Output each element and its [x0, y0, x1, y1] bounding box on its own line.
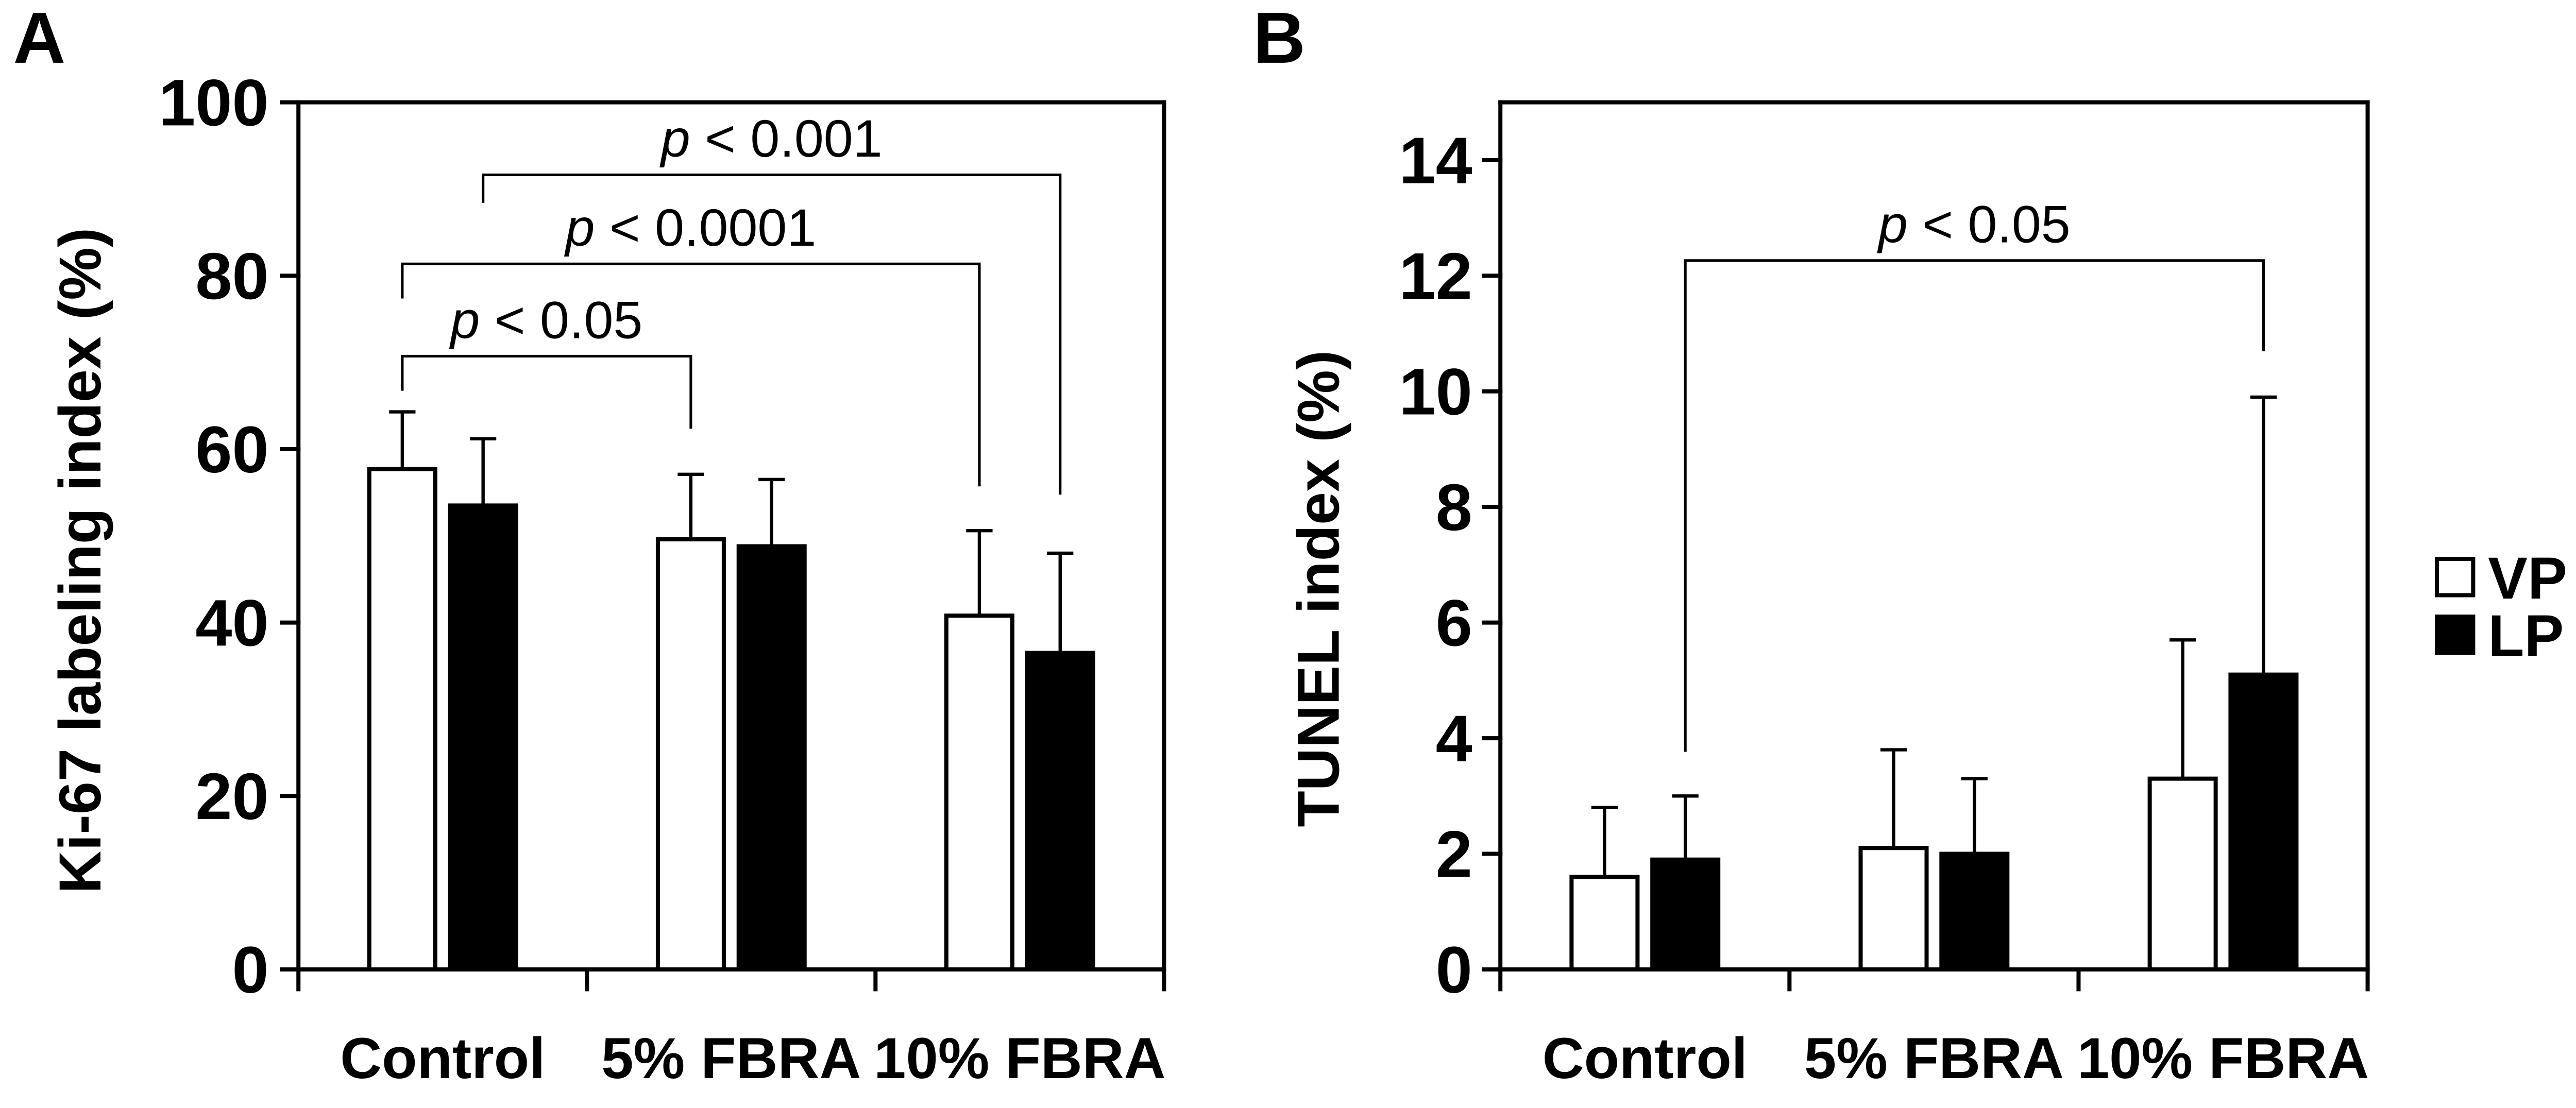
panel-a-y-tick-label: 100 — [159, 66, 269, 140]
significance-label-symbol: p — [564, 198, 595, 257]
panel-a-y-tick-label: 60 — [195, 413, 268, 487]
panel-b-category-label-5-fbra: 5% FBRA — [1804, 1026, 2064, 1090]
panel-b-y-axis-label: TUNEL index (%) — [1286, 350, 1352, 827]
panel-b-bar-10-fbra-lp — [2228, 672, 2299, 971]
panel-a-bar-10-fbra-lp — [1025, 651, 1095, 971]
panel-a-significance-bracket — [401, 262, 981, 487]
panel-a-y-tick-label: 40 — [195, 586, 268, 660]
panel-a-category-label-control: Control — [340, 1026, 545, 1090]
panel-a-bar-10-fbra-vp — [944, 613, 1014, 971]
panel-a-bar-5-fbra-vp — [655, 537, 726, 971]
panel-a-bar-control-vp — [367, 467, 437, 971]
panel-a-category-label-10-fbra: 10% FBRA — [874, 1026, 1165, 1090]
panel-a-significance-label: p < 0.0001 — [564, 198, 816, 257]
significance-label-symbol: p — [659, 109, 690, 168]
panel-a-y-tick-label: 0 — [232, 933, 268, 1007]
legend-label-vp: VP — [2488, 546, 2567, 611]
panel-b-bar-5-fbra-vp — [1858, 846, 1929, 971]
panel-a-significance-label: p < 0.001 — [659, 109, 883, 168]
significance-label-value: < 0.05 — [480, 290, 642, 349]
panel-b-bar-control-lp — [1650, 857, 1721, 971]
legend-swatch-vp — [2434, 557, 2476, 598]
panel-b-y-tick-label: 6 — [1436, 586, 1472, 660]
panel-b-y-tick-label: 12 — [1399, 240, 1472, 313]
panel-a-y-axis-label: Ki-67 labeling index (%) — [47, 228, 113, 894]
significance-label-value: < 0.001 — [690, 109, 883, 168]
panel-a-bar-control-lp — [448, 503, 518, 971]
panel-b-y-tick-label: 2 — [1436, 817, 1472, 891]
legend-label-lp: LP — [2488, 603, 2564, 669]
panel-a-category-label-5-fbra: 5% FBRA — [601, 1026, 861, 1090]
panel-b-bar-control-vp — [1569, 875, 1640, 971]
panel-b-bar-10-fbra-vp — [2147, 776, 2218, 971]
panel-a: A Ki-67 labeling index (%) 0 20 40 60 80 100 Con… — [13, 0, 1166, 1090]
significance-label-value: < 0.0001 — [595, 198, 816, 257]
panel-b-y-tick-label: 14 — [1399, 124, 1472, 198]
panel-b-y-tick-label: 8 — [1436, 471, 1472, 544]
panel-a-y-tick-label: 80 — [195, 240, 268, 313]
panel-a-letter: A — [13, 0, 66, 78]
panel-b-significance-bracket — [1684, 259, 2265, 752]
panel-a-y-tick-label: 20 — [195, 760, 268, 833]
significance-label-symbol: p — [1877, 195, 1908, 254]
legend-swatch-lp — [2434, 615, 2476, 655]
panel-b-significance-label: p < 0.05 — [1877, 195, 2071, 254]
panel-b-y-tick-label: 4 — [1436, 702, 1472, 776]
panel-a-significance-bracket — [482, 173, 1062, 495]
significance-label-value: < 0.05 — [1908, 195, 2071, 254]
panel-b-y-tick-label: 0 — [1436, 933, 1472, 1007]
panel-a-bar-5-fbra-lp — [736, 544, 807, 971]
panel-b-category-label-10-fbra: 10% FBRA — [2077, 1026, 2369, 1090]
panel-b-y-tick-label: 10 — [1399, 355, 1472, 429]
panel-b-category-label-control: Control — [1543, 1026, 1748, 1090]
panel-b: B TUNEL index (%) 0 2 4 6 8 10 12 14 Control 5% FBR… — [1253, 0, 2567, 1090]
panel-b-letter: B — [1253, 0, 1306, 78]
significance-label-symbol: p — [449, 290, 480, 349]
panel-b-bar-5-fbra-lp — [1939, 851, 2010, 971]
panel-a-significance-bracket — [401, 354, 692, 429]
panel-a-significance-label: p < 0.05 — [449, 290, 642, 349]
